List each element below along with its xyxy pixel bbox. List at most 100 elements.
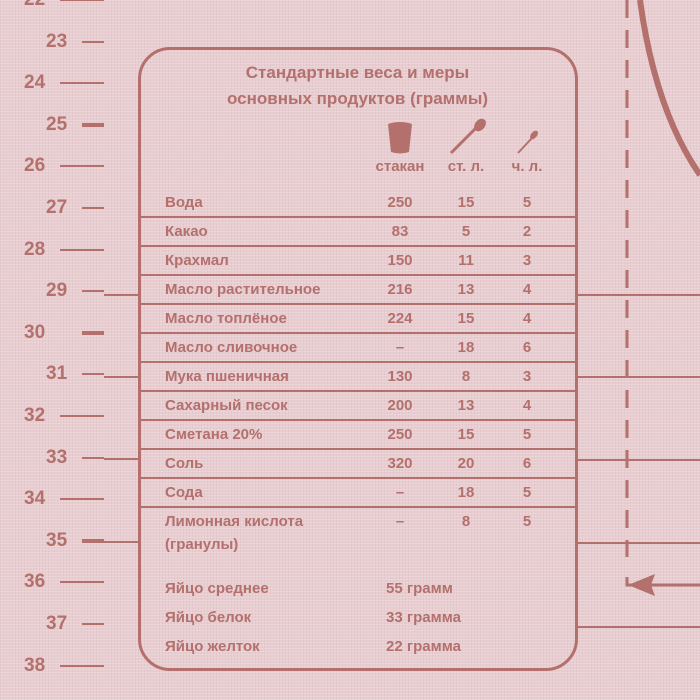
product-name: Масло растительное: [165, 281, 321, 298]
product-name: Сода: [165, 484, 203, 501]
ruler-label: 27: [46, 197, 68, 218]
ruler-label: 24: [24, 72, 46, 94]
glass-value: –: [395, 513, 405, 530]
teaspoon-icon: [517, 130, 538, 154]
glass-value: –: [395, 484, 405, 501]
table-row: Масло растительное 216 13 4: [141, 276, 575, 305]
column-header-glass: стакан: [375, 158, 425, 175]
product-name: Вода: [165, 194, 203, 211]
column-header-tablespoon: ст. л.: [447, 158, 485, 175]
guide-line: [104, 294, 140, 296]
ruler-tick: [82, 623, 104, 625]
product-name: Сахарный песок: [165, 397, 288, 414]
row-divider: [141, 477, 575, 479]
glass-value: 224: [387, 310, 413, 327]
table-frame: [138, 47, 578, 671]
teaspoon-value: 5: [522, 194, 532, 211]
ruler-label: 30: [24, 321, 46, 343]
tablespoon-value: 15: [457, 310, 475, 327]
row-divider: [141, 390, 575, 392]
guide-line: [104, 541, 140, 543]
teaspoon-value: 4: [522, 310, 532, 327]
title-line-1: Стандартные веса и меры: [245, 63, 470, 82]
ruler-tick: [82, 330, 104, 335]
egg-name: Яйцо белок: [165, 609, 252, 626]
glass-value: 130: [387, 368, 413, 385]
tablespoon-value: 20: [457, 455, 475, 472]
ruler-tick: [60, 415, 104, 417]
ruler-tick: [60, 0, 104, 1]
teaspoon-value: 5: [522, 484, 532, 501]
egg-value: 33 грамма: [386, 609, 461, 626]
teaspoon-value: 4: [522, 281, 532, 298]
ruler-label: 28: [24, 238, 46, 260]
row-divider: [141, 448, 575, 450]
ruler-label: 22: [24, 0, 45, 10]
product-name: Сметана 20%: [165, 426, 263, 443]
ruler-tick: [60, 498, 104, 501]
glass-value: 320: [387, 455, 413, 472]
teaspoon-value: 5: [522, 513, 532, 530]
ruler-label: 23: [46, 30, 68, 52]
ruler-label: 31: [46, 363, 68, 385]
table-row: Какао 83 5 2: [141, 218, 575, 247]
arrow-left-icon: [628, 574, 655, 596]
circle-guide-arc: [637, 0, 700, 177]
tablespoon-value: 13: [457, 281, 475, 298]
teaspoon-value: 6: [522, 339, 532, 356]
ruler-tick: [82, 40, 104, 43]
product-name: Масло сливочное: [165, 339, 298, 356]
product-name-note: (гранулы): [165, 536, 239, 553]
row-divider: [141, 506, 575, 508]
guide-line: [575, 459, 700, 461]
glass-value: 250: [387, 194, 413, 211]
tablespoon-value: 8: [461, 368, 471, 385]
table-row: Сода – 18 5: [141, 479, 575, 508]
product-name: Соль: [165, 455, 204, 472]
tablespoon-value: 13: [457, 397, 475, 414]
column-header-teaspoon: ч. л.: [511, 158, 543, 175]
product-name: Мука пшеничная: [165, 368, 289, 385]
teaspoon-value: 4: [522, 397, 532, 414]
egg-value: 55 грамм: [386, 580, 453, 597]
product-name: Лимонная кислота: [165, 513, 304, 530]
row-divider: [141, 419, 575, 421]
egg-value: 22 грамма: [386, 638, 461, 655]
glass-value: –: [395, 339, 405, 356]
row-divider: [141, 361, 575, 363]
guide-line: [104, 458, 140, 460]
glass-value: 200: [387, 397, 413, 414]
guide-line: [575, 376, 700, 378]
table-row: Сахарный песок 200 13 4: [141, 392, 575, 421]
ruler-label: 35: [46, 529, 68, 551]
table-title: Стандартные веса и меры основных продукт…: [140, 60, 575, 112]
glass-value: 150: [387, 252, 413, 269]
glass-icon: [388, 122, 412, 154]
ruler-label: 38: [24, 654, 46, 676]
tablespoon-value: 11: [458, 252, 474, 269]
title-line-2: основных продуктов (граммы): [226, 89, 489, 108]
ruler-label: 29: [46, 280, 68, 302]
table-row: Лимонная кислота (гранулы) – 8 5: [141, 508, 575, 560]
product-name: Масло топлёное: [165, 310, 287, 327]
teaspoon-value: 3: [522, 368, 532, 385]
table-row: Соль 320 20 6: [141, 450, 575, 479]
guide-line: [575, 626, 700, 628]
row-divider: [141, 216, 575, 218]
row-divider: [141, 274, 575, 276]
glass-value: 216: [387, 281, 413, 298]
glass-value: 250: [387, 426, 413, 443]
egg-name: Яйцо желток: [165, 638, 260, 655]
tablespoon-value: 8: [461, 513, 471, 530]
ruler-label: 33: [46, 446, 68, 468]
ruler-label: 25: [46, 113, 68, 135]
guide-line: [575, 294, 700, 296]
ruler-tick: [82, 373, 104, 376]
product-name: Какао: [165, 223, 208, 240]
ruler-tick: [60, 581, 104, 584]
ruler-label: 32: [24, 405, 46, 426]
ruler-tick: [60, 82, 104, 85]
ruler-tick: [82, 290, 104, 293]
product-name: Крахмал: [165, 252, 229, 269]
